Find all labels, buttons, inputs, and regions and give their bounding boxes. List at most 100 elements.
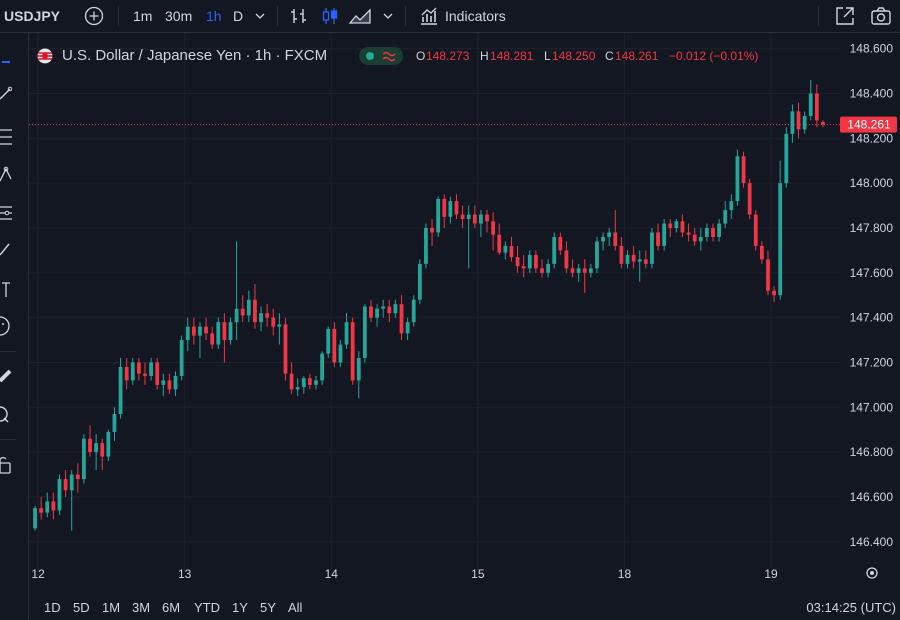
- projection-icon[interactable]: [0, 203, 12, 228]
- candle-body: [33, 508, 37, 529]
- text-icon[interactable]: [0, 279, 12, 304]
- range-1m[interactable]: 1M: [102, 600, 121, 615]
- candle-body: [228, 322, 233, 341]
- candle-body: [381, 306, 386, 309]
- zoom-icon[interactable]: [0, 403, 12, 430]
- pattern-icon[interactable]: [0, 165, 12, 190]
- price-tick-label: 148.000: [850, 176, 894, 190]
- candle: [741, 151, 746, 188]
- candle: [784, 127, 789, 188]
- candle: [356, 351, 361, 399]
- axis-settings-icon[interactable]: [866, 567, 878, 579]
- candle: [448, 196, 453, 224]
- candle: [485, 210, 489, 233]
- candle: [582, 259, 587, 293]
- candle-body: [466, 214, 471, 220]
- fullscreen-icon[interactable]: [834, 5, 856, 27]
- fib-icon[interactable]: [0, 127, 12, 152]
- candle: [39, 496, 44, 520]
- candle-body: [778, 183, 783, 296]
- candle: [631, 245, 636, 269]
- candle-body: [601, 236, 605, 242]
- range-6m[interactable]: 6M: [162, 600, 181, 615]
- candle: [198, 322, 202, 358]
- emoji-icon[interactable]: [0, 315, 12, 342]
- open-label: O: [416, 49, 426, 63]
- candle: [808, 80, 813, 121]
- candle-body: [100, 443, 105, 457]
- candle-body: [88, 438, 92, 453]
- interval-1m[interactable]: 1m: [133, 8, 153, 24]
- chevron-down-icon[interactable]: [383, 10, 393, 22]
- candle-body: [735, 156, 740, 202]
- open-value: 148.273: [426, 49, 470, 63]
- candle-body: [527, 254, 532, 269]
- candle: [228, 317, 233, 345]
- market-status-badge[interactable]: [359, 47, 403, 65]
- range-5y[interactable]: 5Y: [260, 600, 276, 615]
- trendline-icon[interactable]: [0, 85, 13, 106]
- compare-add-icon[interactable]: [84, 6, 104, 26]
- candle: [546, 259, 550, 278]
- interval-1h[interactable]: 1h: [206, 8, 222, 24]
- candle-body: [289, 373, 294, 390]
- indicators-icon[interactable]: [419, 6, 439, 26]
- candle: [759, 241, 764, 264]
- time-tick-label: 13: [178, 567, 192, 581]
- interval-d[interactable]: D: [233, 8, 244, 24]
- indicators-button[interactable]: Indicators: [445, 8, 506, 24]
- candle-body: [356, 358, 361, 381]
- range-1d[interactable]: 1D: [44, 600, 61, 615]
- area-chart-icon[interactable]: [348, 6, 372, 26]
- brush-icon[interactable]: [0, 239, 12, 264]
- toolbar-divider: [277, 6, 278, 26]
- price-tick-label: 147.400: [850, 311, 894, 325]
- candle-body: [436, 198, 441, 233]
- candle: [588, 263, 593, 278]
- candle-body: [173, 375, 178, 390]
- candle: [204, 317, 208, 341]
- drawing-toolbar: [0, 33, 29, 620]
- candle-body: [784, 133, 789, 184]
- candle-body: [637, 259, 642, 262]
- candle: [136, 358, 141, 381]
- candle-body: [301, 378, 306, 388]
- range-5d[interactable]: 5D: [73, 600, 90, 615]
- candle: [656, 223, 660, 251]
- range-1y[interactable]: 1Y: [232, 600, 248, 615]
- symbol-search[interactable]: USDJPY: [4, 8, 61, 24]
- candle-body: [393, 304, 398, 314]
- chevron-down-icon[interactable]: [255, 10, 265, 22]
- range-all[interactable]: All: [288, 600, 303, 615]
- range-3m[interactable]: 3M: [132, 600, 151, 615]
- utc-clock[interactable]: 03:14:25 (UTC): [806, 600, 896, 615]
- range-ytd[interactable]: YTD: [194, 600, 220, 615]
- candle-body: [723, 210, 728, 224]
- candle: [472, 205, 477, 228]
- candle: [308, 373, 312, 390]
- candle: [332, 322, 337, 367]
- candles-icon[interactable]: [320, 6, 340, 26]
- candle-body: [796, 111, 801, 130]
- candle-body: [405, 322, 410, 334]
- candle: [637, 250, 642, 282]
- candle: [369, 299, 373, 323]
- interval-30m[interactable]: 30m: [165, 8, 193, 24]
- ruler-icon[interactable]: [0, 363, 12, 390]
- candle-body: [63, 479, 68, 491]
- candle: [460, 205, 465, 228]
- candle-body: [741, 156, 746, 184]
- candle: [692, 228, 697, 246]
- price-chart[interactable]: 146.400 146.600 146.800 147.000 147.200 147.4…: [0, 33, 900, 593]
- candle: [814, 84, 819, 128]
- candle: [350, 317, 355, 385]
- candle-body: [314, 380, 318, 385]
- candle: [497, 223, 502, 255]
- lock-icon[interactable]: [0, 453, 12, 480]
- candle-body: [821, 121, 825, 125]
- crosshair-icon[interactable]: [2, 61, 10, 63]
- bar-style-icon[interactable]: [289, 6, 309, 26]
- candle-body: [94, 443, 99, 453]
- time-tick-label: 18: [618, 567, 632, 581]
- camera-icon[interactable]: [870, 5, 892, 27]
